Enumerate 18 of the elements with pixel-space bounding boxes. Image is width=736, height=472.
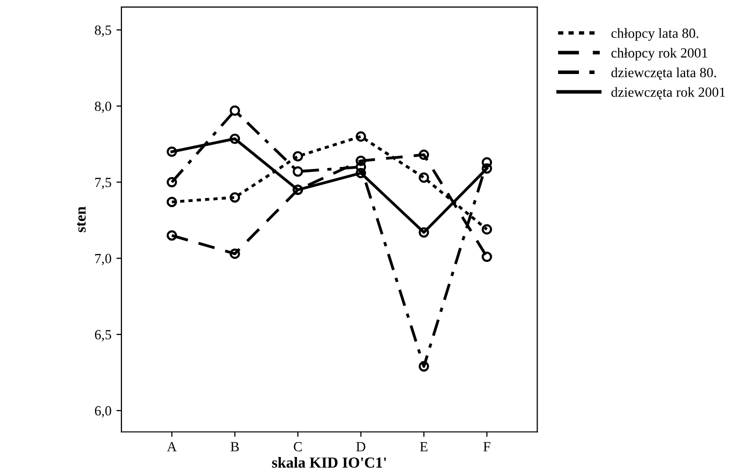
x-tick-label: F — [483, 442, 490, 452]
y-tick-label: 7,0 — [95, 254, 112, 266]
x-tick-label: E — [420, 442, 428, 452]
y-axis-title: sten — [76, 206, 86, 232]
x-axis-title: skala KID IO'C1' — [272, 456, 386, 468]
y-tick-label: 8,0 — [94, 102, 112, 113]
x-tick-label: B — [230, 442, 239, 452]
x-tick-label: A — [166, 442, 177, 452]
x-tick-label: D — [356, 442, 366, 452]
legend-label: chłopcy lata 80. — [611, 28, 698, 41]
legend-label: chłopcy rok 2001 — [611, 48, 708, 60]
legend-label: dziewczęta rok 2001 — [611, 87, 725, 100]
y-tick-label: 6,0 — [94, 406, 112, 418]
y-tick-label: 6,5 — [94, 330, 112, 342]
y-tick-label: 8,5 — [94, 26, 112, 37]
legend-label: dziewczęta lata 80. — [611, 67, 716, 80]
x-tick-label: C — [294, 442, 302, 452]
y-tick-label: 7,5 — [95, 178, 112, 190]
